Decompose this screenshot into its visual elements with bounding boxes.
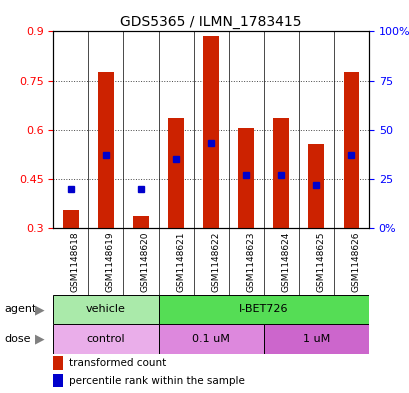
Bar [133, 217, 148, 228]
Text: control: control [86, 334, 125, 344]
Text: GSM1148626: GSM1148626 [351, 231, 360, 292]
Bar [53, 356, 63, 369]
Bar [53, 374, 63, 387]
Bar [63, 210, 79, 228]
Bar [273, 118, 288, 228]
Title: GDS5365 / ILMN_1783415: GDS5365 / ILMN_1783415 [120, 15, 301, 29]
Bar [53, 324, 158, 354]
Text: 1 uM: 1 uM [302, 334, 329, 344]
Text: GSM1148622: GSM1148622 [211, 231, 220, 292]
Text: GSM1148620: GSM1148620 [141, 231, 150, 292]
Bar [158, 324, 263, 354]
Bar [98, 72, 114, 228]
Bar [308, 144, 324, 228]
Text: dose: dose [4, 334, 31, 344]
Text: GSM1148618: GSM1148618 [71, 231, 80, 292]
Text: GSM1148625: GSM1148625 [316, 231, 325, 292]
Text: vehicle: vehicle [86, 305, 126, 314]
Text: I-BET726: I-BET726 [238, 305, 288, 314]
Text: 0.1 uM: 0.1 uM [192, 334, 229, 344]
Text: transformed count: transformed count [69, 358, 166, 368]
Text: agent: agent [4, 305, 36, 314]
Bar [158, 295, 368, 324]
Text: ▶: ▶ [35, 332, 44, 345]
Text: ▶: ▶ [35, 303, 44, 316]
Bar [263, 324, 368, 354]
Text: GSM1148624: GSM1148624 [281, 231, 290, 292]
Bar [343, 72, 358, 228]
Text: GSM1148623: GSM1148623 [246, 231, 255, 292]
Text: GSM1148621: GSM1148621 [175, 231, 184, 292]
Bar [203, 37, 218, 228]
Text: GSM1148619: GSM1148619 [106, 231, 115, 292]
Bar [53, 295, 158, 324]
Bar [168, 118, 184, 228]
Text: percentile rank within the sample: percentile rank within the sample [69, 376, 244, 386]
Bar [238, 128, 254, 228]
